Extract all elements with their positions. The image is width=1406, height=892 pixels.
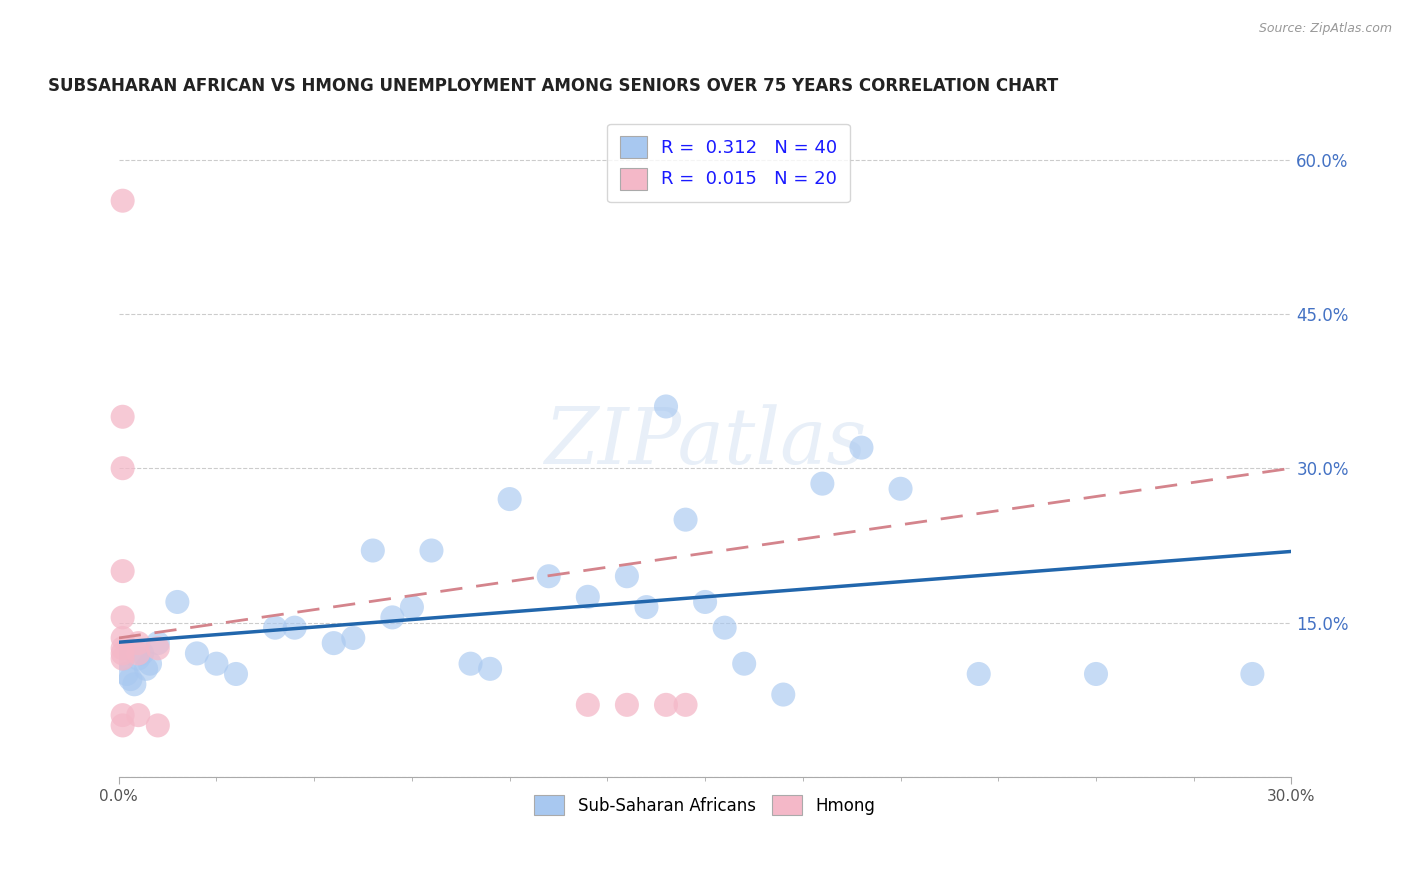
Point [675,698,697,712]
Point [890,482,912,496]
Point [1241,667,1264,681]
Point [186,647,208,661]
Point [127,651,149,665]
Point [655,400,678,414]
Point [576,590,599,604]
Point [967,667,990,681]
Point [146,641,169,656]
Point [675,513,697,527]
Point [111,641,134,656]
Point [693,595,716,609]
Point [111,564,134,578]
Point [498,491,520,506]
Point [127,636,149,650]
Point [284,621,307,635]
Point [127,708,149,723]
Point [381,610,404,624]
Point [111,647,134,661]
Point [225,667,247,681]
Legend: Sub-Saharan Africans, Hmong: Sub-Saharan Africans, Hmong [527,789,883,822]
Point [139,657,162,671]
Point [111,708,134,723]
Point [772,688,794,702]
Point [733,657,755,671]
Point [111,461,134,475]
Point [616,698,638,712]
Text: SUBSAHARAN AFRICAN VS HMONG UNEMPLOYMENT AMONG SENIORS OVER 75 YEARS CORRELATION: SUBSAHARAN AFRICAN VS HMONG UNEMPLOYMENT… [48,78,1059,95]
Point [111,610,134,624]
Point [131,647,153,661]
Point [401,600,423,615]
Point [361,543,384,558]
Point [111,718,134,732]
Point [811,476,834,491]
Text: ZIPatlas: ZIPatlas [544,404,866,481]
Point [124,677,146,691]
Point [111,409,134,424]
Point [264,621,287,635]
Point [636,600,658,615]
Point [616,569,638,583]
Point [111,651,134,665]
Point [146,718,169,732]
Point [576,698,599,712]
Point [713,621,735,635]
Point [166,595,188,609]
Point [655,698,678,712]
Point [120,672,142,686]
Point [537,569,560,583]
Point [135,662,157,676]
Point [420,543,443,558]
Point [146,636,169,650]
Point [851,441,873,455]
Point [127,647,149,661]
Point [342,631,364,645]
Text: Source: ZipAtlas.com: Source: ZipAtlas.com [1258,22,1392,36]
Point [111,194,134,208]
Point [111,631,134,645]
Point [115,667,138,681]
Point [1085,667,1108,681]
Point [322,636,344,650]
Point [111,651,134,665]
Point [205,657,228,671]
Point [460,657,482,671]
Point [479,662,502,676]
